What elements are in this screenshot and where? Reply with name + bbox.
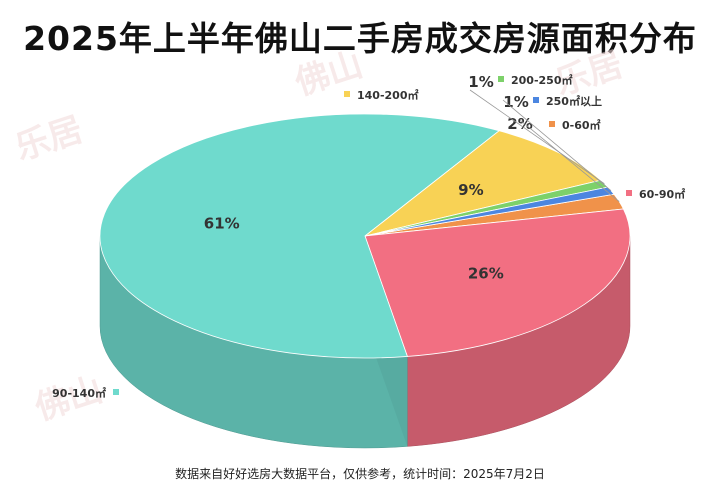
data-label-200-250㎡: 1% [468, 73, 493, 91]
legend-swatch-0-60㎡ [549, 121, 555, 127]
legend-label-90-140㎡: 90-140㎡ [52, 386, 106, 400]
legend-swatch-140-200㎡ [344, 91, 350, 97]
data-label-0-60㎡: 2% [507, 115, 532, 133]
pie-slice-140-200㎡ [364, 130, 602, 237]
page-title: 2025年上半年佛山二手房成交房源面积分布 [23, 19, 697, 58]
legend-label-60-90㎡: 60-90㎡ [639, 187, 685, 201]
leader-line-0-60㎡ [519, 119, 620, 202]
source-footnote: 数据来自好好选房大数据平台，仅供参考，统计时间：2025年7月2日 [175, 467, 545, 481]
pie-3d [99, 113, 631, 449]
legend-label-140-200㎡: 140-200㎡ [357, 88, 419, 102]
pie-labels: 26% 61% 9% 2% 0-60㎡ 60-90㎡ 90-140㎡ 140-200㎡ 1% 20… [52, 73, 685, 400]
data-label-140-200㎡: 9% [458, 181, 483, 199]
pie-slice-250㎡以上 [364, 186, 615, 237]
legend-swatch-60-90㎡ [626, 190, 632, 196]
legend-swatch-90-140㎡ [113, 389, 119, 395]
pie-slice-60-90㎡ [364, 208, 631, 357]
data-label-250㎡以上: 1% [503, 93, 528, 111]
legend-label-250㎡以上: 250㎡以上 [546, 94, 602, 108]
legend-label-200-250㎡: 200-250㎡ [511, 73, 573, 87]
leader-line-200-250㎡ [469, 89, 605, 184]
legend-swatch-200-250㎡ [498, 76, 504, 82]
watermark-text: 乐居 [10, 110, 87, 169]
data-label-90-140㎡: 61% [204, 215, 240, 233]
legend-label-0-60㎡: 0-60㎡ [562, 118, 601, 132]
data-label-60-90㎡: 26% [468, 265, 504, 283]
watermark-text: 佛山 [289, 45, 367, 104]
pie-slice-90-140㎡ [99, 113, 500, 359]
legend-swatch-250㎡以上 [533, 97, 539, 103]
